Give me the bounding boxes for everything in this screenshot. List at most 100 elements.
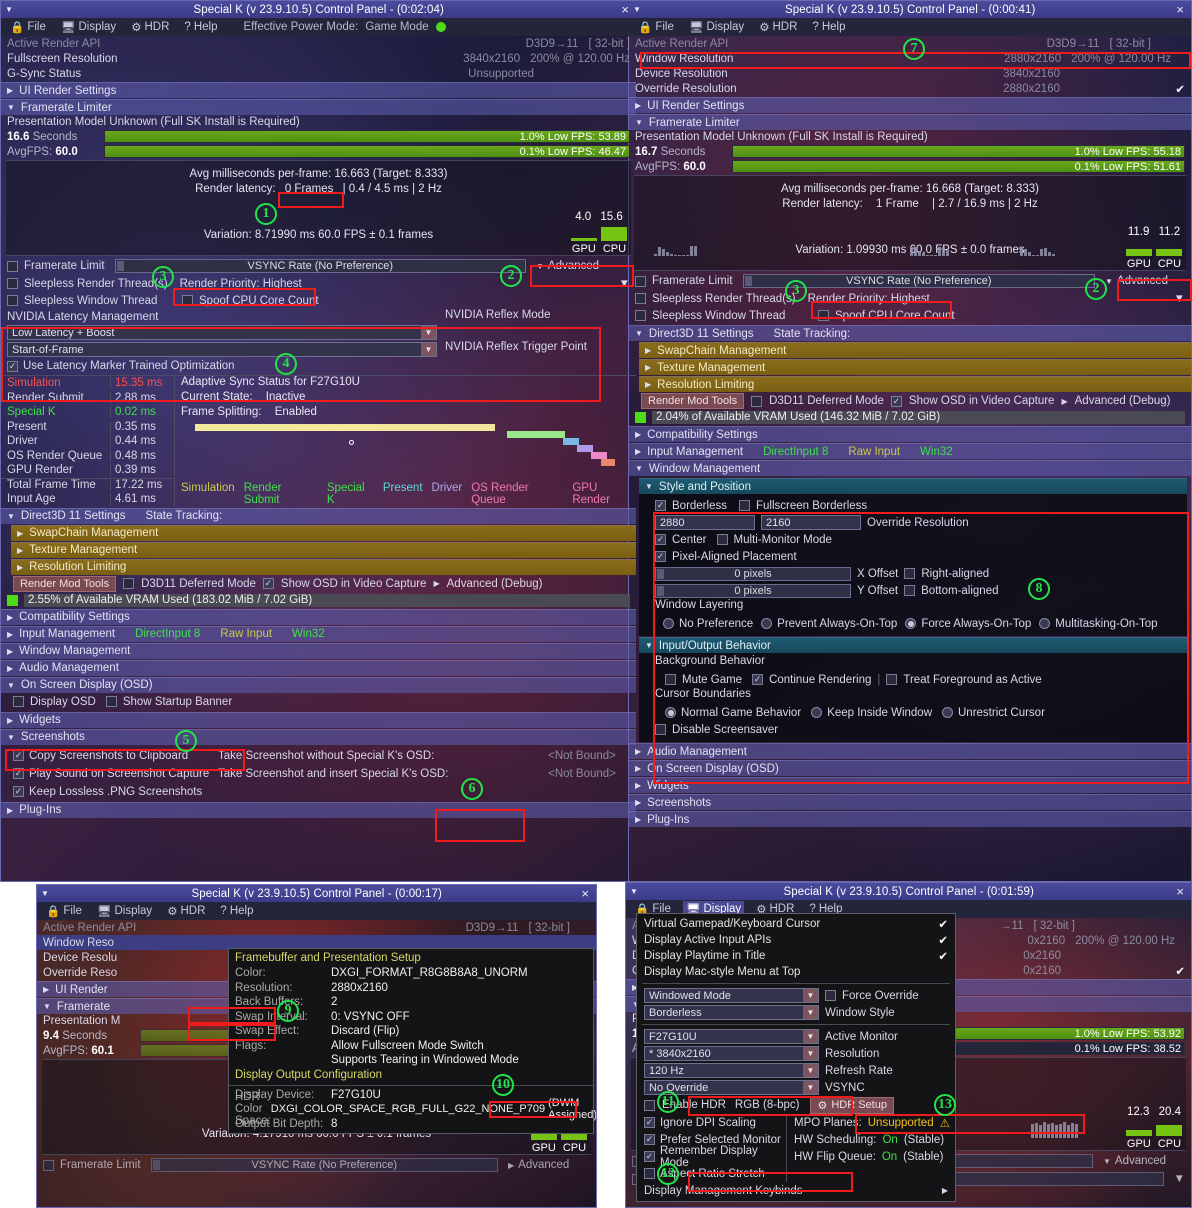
window-bottom-left[interactable]: ▼ Special K (v 23.9.10.5) Control Panel … — [36, 884, 597, 1208]
section-reslimit-1[interactable]: ▶ Resolution Limiting — [11, 558, 636, 575]
refresh-rate-row[interactable]: 120 Hz ▼ Refresh Rate — [637, 1062, 955, 1079]
section-swapchain-2[interactable]: ▶ SwapChain Management — [639, 342, 1191, 358]
menu-item-virtual-gamepad[interactable]: Virtual Gamepad/Keyboard Cursor ✔ — [637, 916, 955, 932]
ignore-dpi-checkbox[interactable] — [644, 1117, 655, 1128]
spoof-cpu-checkbox[interactable] — [182, 295, 193, 306]
section-d3d11-settings-2[interactable]: ▼ Direct3D 11 Settings State Tracking: — [629, 325, 1191, 341]
mute-game-checkbox[interactable] — [665, 674, 676, 685]
active-monitor-row[interactable]: F27G10U ▼ Active Monitor — [637, 1028, 955, 1045]
titlebar-3[interactable]: ▼ Special K (v 23.9.10.5) Control Panel … — [37, 885, 596, 902]
window-layering-options[interactable]: No Preference Prevent Always-On-Top Forc… — [655, 615, 1181, 632]
remember-mode-row[interactable]: Remember Display Mode — [644, 1145, 786, 1169]
remember-mode-checkbox[interactable] — [644, 1151, 655, 1162]
spoof-cpu-checkbox[interactable] — [818, 310, 829, 321]
shot-with-osd-row[interactable]: Take Screenshot and insert Special K's O… — [218, 765, 630, 783]
chevron-down-icon[interactable]: ▼ — [618, 277, 630, 290]
framerate-limit-checkbox[interactable] — [7, 260, 18, 272]
section-swapchain-1[interactable]: ▶ SwapChain Management — [11, 524, 636, 541]
sleepless-render-row-2[interactable]: Sleepless Render Thread(s) Render Priori… — [629, 290, 1191, 307]
disable-screensaver-checkbox[interactable] — [655, 724, 666, 735]
section-framerate-limiter-2[interactable]: ▼ Framerate Limiter — [629, 114, 1191, 130]
window-bottom-right[interactable]: ▼ Special K (v 23.9.10.5) Control Panel … — [625, 882, 1192, 1208]
radio-icon[interactable] — [1039, 618, 1051, 629]
vsync-combo[interactable]: No Override ▼ — [644, 1080, 819, 1095]
render-mod-tools-button[interactable]: Render Mod Tools — [641, 393, 745, 409]
chevron-down-icon[interactable]: ▼ — [803, 1081, 818, 1094]
windowed-mode-row[interactable]: Windowed Mode ▼ Force Override — [637, 987, 955, 1004]
section-compat-2[interactable]: ▶ Compatibility Settings — [629, 426, 1191, 442]
window-style-combo[interactable]: Borderless ▼ — [644, 1005, 819, 1020]
ignore-dpi-row[interactable]: Ignore DPI Scaling — [644, 1114, 786, 1131]
chevron-down-icon[interactable]: ▼ — [1173, 1173, 1185, 1185]
section-screenshots-2[interactable]: ▶ Screenshots — [629, 794, 1191, 810]
vsync-rate-slider[interactable]: VSYNC Rate (No Preference) — [150, 1158, 498, 1172]
display-dropdown-menu[interactable]: Virtual Gamepad/Keyboard Cursor ✔ Displa… — [636, 913, 956, 1202]
layering-option-force-aot[interactable]: Force Always-On-Top — [905, 618, 1031, 630]
advanced-toggle-1[interactable]: ▼ Advanced — [536, 260, 630, 272]
advanced-toggle-3[interactable]: ▶ Advanced — [508, 1159, 590, 1171]
prefer-monitor-row[interactable]: Prefer Selected Monitor — [644, 1131, 786, 1148]
section-plugins-1[interactable]: ▶ Plug-Ins — [1, 801, 636, 818]
section-window-mgmt-2[interactable]: ▼ Window Management — [629, 460, 1191, 476]
hdr-row[interactable]: Enable HDR RGB (8-bpc) ⚙ HDR Setup — [637, 1096, 955, 1114]
prefer-monitor-checkbox[interactable] — [644, 1134, 655, 1145]
override-resolution-row-2[interactable]: 2880 2160 Override Resolution — [655, 514, 1181, 531]
borderless-row[interactable]: Borderless Fullscreen Borderless — [655, 497, 1181, 514]
section-io-behavior[interactable]: ▼ Input/Output Behavior — [639, 637, 1187, 653]
copy-clipboard-checkbox[interactable] — [13, 750, 24, 761]
layering-option-no-preference[interactable]: No Preference — [663, 618, 753, 630]
section-widgets-2[interactable]: ▶ Widgets — [629, 777, 1191, 793]
hdr-setup-button[interactable]: ⚙ HDR Setup — [810, 1096, 894, 1114]
deferred-mode-checkbox[interactable] — [123, 578, 135, 589]
radio-icon[interactable] — [942, 707, 953, 718]
chevron-down-icon[interactable]: ▼ — [421, 326, 436, 339]
section-texture-2[interactable]: ▶ Texture Management — [639, 359, 1191, 375]
radio-icon[interactable] — [761, 618, 773, 629]
shot-without-osd-row[interactable]: Take Screenshot without Special K's OSD:… — [218, 747, 630, 765]
aspect-stretch-checkbox[interactable] — [644, 1168, 655, 1179]
sleepless-render-checkbox[interactable] — [7, 278, 18, 289]
menu-file[interactable]: 🔒 File — [638, 21, 674, 34]
section-ui-render-settings-2[interactable]: ▶ UI Render Settings — [629, 97, 1191, 113]
play-sound-row[interactable]: Play Sound on Screenshot Capture — [13, 765, 218, 783]
section-osd-1[interactable]: ▼ On Screen Display (OSD) — [1, 676, 636, 693]
menu-help[interactable]: ? Help — [181, 20, 220, 34]
continue-rendering-checkbox[interactable] — [752, 674, 764, 685]
override-height-input[interactable]: 2160 — [761, 515, 861, 530]
section-plugins-2[interactable]: ▶ Plug-Ins — [629, 811, 1191, 827]
menu-help[interactable]: ? Help — [809, 903, 843, 915]
show-osd-capture-checkbox[interactable] — [890, 395, 902, 407]
keep-lossless-row[interactable]: Keep Lossless .PNG Screenshots — [13, 783, 218, 801]
radio-icon[interactable] — [905, 618, 917, 629]
radio-icon[interactable] — [811, 707, 823, 718]
chevron-down-icon[interactable]: ▼ — [803, 1064, 818, 1077]
section-framerate-limiter-1[interactable]: ▼ Framerate Limiter — [1, 99, 636, 115]
display-keybinds-row[interactable]: Display Management Keybinds ▶ — [637, 1182, 955, 1199]
vsync-row[interactable]: No Override ▼ VSYNC — [637, 1079, 955, 1096]
pixel-aligned-checkbox[interactable] — [655, 551, 666, 562]
close-icon[interactable]: × — [1176, 2, 1184, 17]
y-offset-slider[interactable]: 0 pixels — [655, 583, 851, 598]
shot-without-osd-binding[interactable]: <Not Bound> — [548, 749, 616, 762]
window-top-left[interactable]: ▼ Special K (v 23.9.10.5) Control Panel … — [0, 0, 637, 882]
titlebar-4[interactable]: ▼ Special K (v 23.9.10.5) Control Panel … — [626, 883, 1191, 900]
menubar-3[interactable]: 🔒 File 🖥 Display ⚙ HDR ? Help — [37, 902, 596, 920]
right-aligned-checkbox[interactable] — [904, 568, 916, 579]
advanced-debug-label[interactable]: Advanced (Debug) — [446, 577, 543, 590]
collapse-caret-icon[interactable]: ▼ — [630, 887, 638, 896]
collapse-caret-icon[interactable]: ▼ — [41, 889, 49, 898]
keep-lossless-checkbox[interactable] — [13, 786, 24, 797]
sleepless-render-checkbox[interactable] — [635, 293, 646, 304]
menu-hdr[interactable]: ⚙ HDR — [167, 905, 206, 918]
menu-file[interactable]: 🔒 File — [46, 905, 82, 918]
close-icon[interactable]: × — [581, 886, 589, 901]
chevron-right-icon[interactable]: ▶ — [433, 579, 440, 588]
radio-icon[interactable] — [663, 618, 674, 629]
framerate-limit-row-2[interactable]: Framerate Limit VSYNC Rate (No Preferenc… — [629, 272, 1191, 290]
cursor-option-unrestrict[interactable]: Unrestrict Cursor — [942, 707, 1045, 719]
x-offset-row[interactable]: 0 pixels X Offset Right-aligned — [655, 565, 1181, 582]
framerate-limit-checkbox[interactable] — [43, 1159, 54, 1171]
menu-display[interactable]: 🖥 Display — [96, 905, 153, 918]
chevron-down-icon[interactable]: ▼ — [1173, 292, 1185, 305]
active-monitor-combo[interactable]: F27G10U ▼ — [644, 1029, 819, 1044]
